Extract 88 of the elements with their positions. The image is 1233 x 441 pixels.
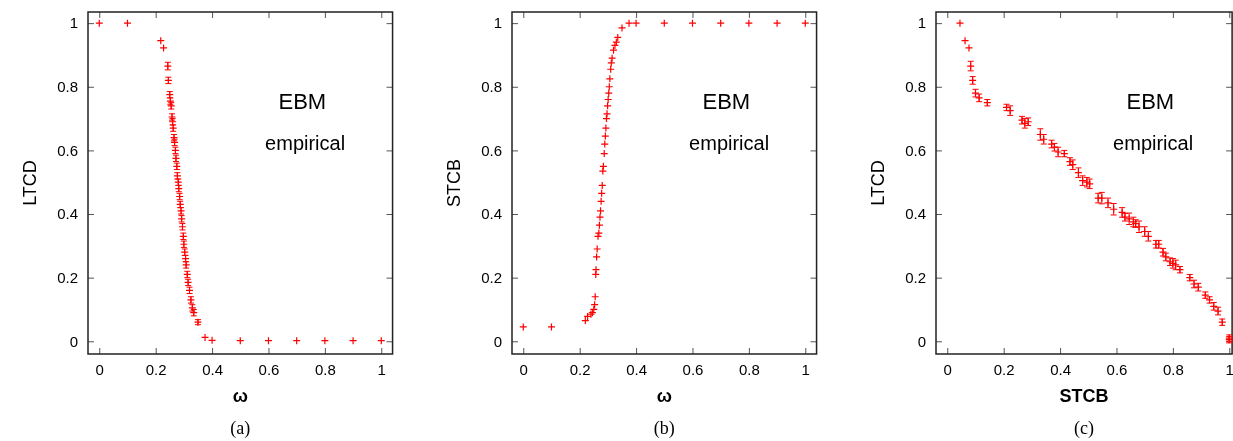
y-tick-label: 0.8	[905, 78, 926, 96]
point	[547, 322, 556, 332]
x-tick-label: 0.2	[569, 360, 591, 378]
x-tick-label: 0	[943, 360, 952, 378]
x-tick-label: 0.4	[1050, 360, 1072, 378]
point	[601, 131, 610, 141]
y-tick-label: 0.4	[57, 205, 78, 223]
point	[519, 322, 528, 332]
y-tick-label: 0.4	[905, 205, 926, 223]
x-tick-label: 0	[519, 360, 528, 378]
x-tick-label: 0.8	[1162, 360, 1184, 378]
point	[772, 19, 782, 28]
point	[591, 265, 601, 274]
y-tick-label: 0.6	[57, 141, 78, 159]
x-tick-label: 1	[377, 360, 386, 378]
x-tick-label: 0.8	[314, 360, 336, 378]
point	[320, 336, 329, 345]
point	[603, 101, 612, 110]
y-tick-label: 0	[493, 332, 502, 350]
point	[960, 36, 970, 45]
y-tick-label: 0.2	[905, 268, 926, 286]
point	[688, 19, 697, 28]
point	[602, 109, 612, 118]
y-tick-label: 0.2	[57, 268, 78, 286]
point	[716, 19, 725, 28]
y-axis-title: LTCD	[20, 160, 40, 206]
y-tick-label: 0.6	[905, 141, 926, 159]
annotation: empirical	[1113, 132, 1194, 155]
x-axis-title: STCB	[1059, 386, 1109, 406]
text: (c)	[1074, 418, 1095, 439]
x-tick-label: 0.6	[258, 360, 280, 378]
point	[598, 166, 607, 176]
y-axis-title: LTCD	[868, 160, 888, 206]
y-tick-label: 1	[917, 14, 926, 32]
y-tick-label: 0	[917, 332, 926, 350]
x-tick-label: 0	[95, 360, 104, 378]
point	[601, 124, 611, 133]
y-tick-label: 0.8	[57, 78, 78, 96]
x-tick-label: 0.6	[1106, 360, 1128, 378]
point	[955, 19, 965, 28]
point	[964, 43, 974, 53]
point	[660, 19, 669, 28]
point	[95, 19, 104, 28]
point	[801, 19, 810, 28]
annotation: EBM	[1126, 89, 1175, 115]
point	[744, 19, 753, 28]
x-tick-label: 0.6	[682, 360, 704, 378]
y-tick-label: 0.8	[481, 78, 502, 96]
annotation: EBM	[702, 89, 751, 115]
x-tick-label: 0.4	[202, 360, 224, 378]
y-tick-label: 0	[69, 332, 78, 350]
x-tick-label: 0.4	[626, 360, 648, 378]
point	[593, 244, 602, 254]
y-tick-label: 1	[493, 14, 502, 32]
x-tick-label: 0.2	[145, 360, 167, 378]
point	[169, 124, 178, 133]
text: (a)	[230, 418, 251, 439]
annotation: EBM	[278, 89, 327, 115]
point	[617, 23, 627, 33]
point	[631, 19, 641, 28]
point	[605, 74, 614, 83]
point	[624, 19, 634, 28]
x-axis-title: ω	[232, 386, 248, 406]
point	[207, 336, 217, 345]
text: (b)	[653, 418, 675, 439]
x-tick-label: 1	[801, 360, 810, 378]
point	[597, 197, 606, 206]
point	[200, 333, 210, 342]
point	[166, 96, 175, 106]
x-tick-label: 0.8	[738, 360, 760, 378]
x-tick-label: 1	[1225, 360, 1233, 378]
x-axis-title: ω	[656, 386, 672, 406]
point	[123, 19, 132, 28]
point	[604, 89, 613, 98]
point	[348, 336, 358, 345]
annotation: empirical	[265, 132, 346, 155]
point	[595, 213, 605, 222]
y-axis-title: STCB	[444, 158, 464, 208]
point	[592, 252, 601, 262]
point	[159, 43, 168, 53]
y-tick-label: 0.4	[481, 205, 502, 223]
point	[600, 139, 609, 149]
annotation: empirical	[689, 132, 770, 155]
y-tick-label: 0.6	[481, 141, 502, 159]
point	[608, 54, 617, 63]
y-tick-label: 0.2	[481, 268, 502, 286]
y-tick-label: 1	[69, 14, 78, 32]
x-tick-label: 0.2	[993, 360, 1015, 378]
